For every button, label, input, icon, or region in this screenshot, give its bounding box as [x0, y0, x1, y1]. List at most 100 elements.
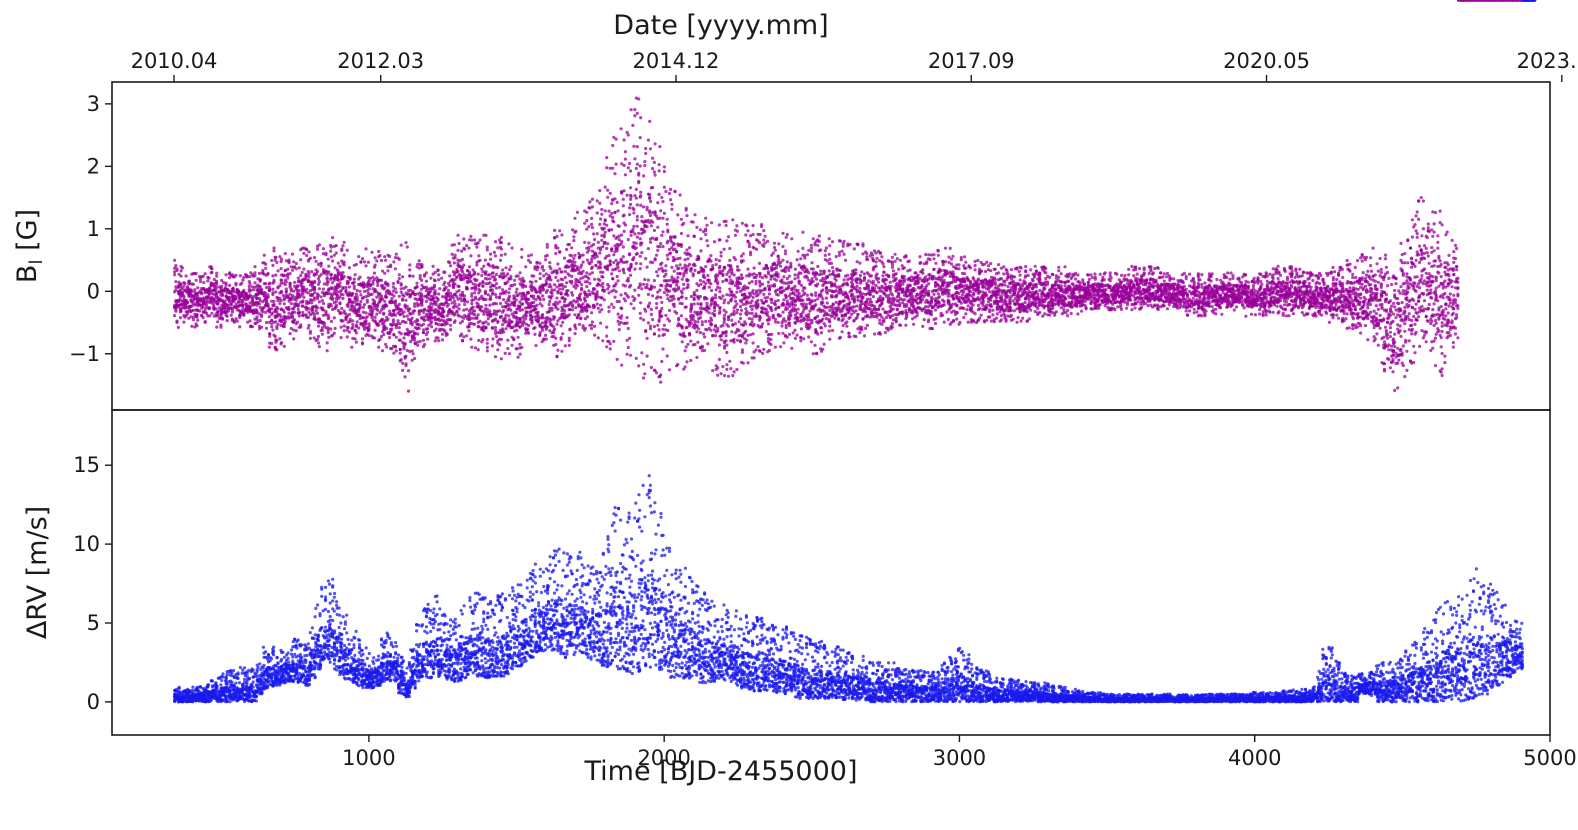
data-point — [725, 363, 728, 366]
data-point — [580, 264, 583, 267]
data-point — [437, 278, 440, 281]
data-point — [313, 296, 316, 299]
data-point — [643, 278, 646, 281]
data-point — [766, 240, 769, 243]
data-point — [690, 267, 693, 270]
data-point — [413, 305, 416, 308]
data-point — [797, 319, 800, 322]
data-point — [711, 267, 714, 270]
data-point — [321, 329, 324, 332]
data-point — [730, 297, 733, 300]
data-point — [636, 236, 639, 239]
data-point — [436, 269, 439, 272]
data-point — [658, 328, 661, 331]
data-point — [539, 298, 542, 301]
data-point — [701, 346, 704, 349]
data-point — [607, 285, 610, 288]
data-point — [530, 281, 533, 284]
data-point — [661, 347, 664, 350]
data-point — [664, 314, 667, 317]
data-point — [620, 233, 623, 236]
data-point — [265, 286, 268, 289]
data-point — [761, 276, 764, 279]
data-point — [640, 351, 643, 354]
data-point — [784, 252, 787, 255]
data-point — [479, 259, 482, 262]
data-point — [493, 251, 496, 254]
data-point — [668, 289, 671, 292]
data-point — [734, 296, 737, 299]
data-point — [219, 326, 222, 329]
data-point — [225, 284, 228, 287]
data-point — [544, 258, 547, 261]
data-point — [333, 316, 336, 319]
data-point — [728, 360, 731, 363]
data-point — [636, 252, 639, 255]
data-point — [810, 261, 813, 264]
data-point — [801, 247, 804, 250]
data-point — [609, 347, 612, 350]
data-point — [769, 338, 772, 341]
data-point — [649, 214, 652, 217]
data-point — [780, 286, 783, 289]
data-point — [734, 234, 737, 237]
data-point — [473, 238, 476, 241]
data-point — [761, 322, 764, 325]
data-point — [385, 345, 388, 348]
data-point — [630, 263, 633, 266]
data-point — [307, 272, 310, 275]
data-point — [280, 267, 283, 270]
data-point — [660, 360, 663, 363]
data-point — [524, 265, 527, 268]
data-point — [636, 218, 639, 221]
data-point — [368, 334, 371, 337]
data-point — [275, 348, 278, 351]
data-point — [591, 226, 594, 229]
data-point — [725, 279, 728, 282]
data-point — [615, 259, 618, 262]
data-point — [386, 318, 389, 321]
data-point — [301, 282, 304, 285]
data-point — [499, 259, 502, 262]
data-point — [500, 315, 503, 318]
data-point — [374, 329, 377, 332]
data-point — [624, 158, 627, 161]
data-point — [508, 295, 511, 298]
data-point — [347, 305, 350, 308]
data-point — [787, 285, 790, 288]
data-point — [682, 332, 685, 335]
data-point — [546, 325, 549, 328]
data-point — [461, 320, 464, 323]
data-point — [633, 108, 636, 111]
data-point — [800, 327, 803, 330]
data-point — [302, 286, 305, 289]
data-point — [425, 271, 428, 274]
data-point — [812, 308, 815, 311]
data-point — [736, 265, 739, 268]
data-point — [477, 313, 480, 316]
data-point — [727, 325, 730, 328]
data-point — [481, 338, 484, 341]
data-point — [605, 156, 608, 159]
data-point — [578, 323, 581, 326]
data-point — [690, 295, 693, 298]
data-point — [699, 304, 702, 307]
data-point — [797, 308, 800, 311]
data-point — [670, 266, 673, 269]
data-point — [798, 292, 801, 295]
data-point — [305, 248, 308, 251]
data-point — [271, 288, 274, 291]
data-point — [210, 271, 213, 274]
data-point — [366, 299, 369, 302]
data-point — [225, 273, 228, 276]
data-point — [330, 320, 333, 323]
data-point — [648, 120, 651, 123]
data-point — [353, 278, 356, 281]
data-point — [703, 349, 706, 352]
data-point — [767, 281, 770, 284]
data-point — [206, 279, 209, 282]
data-point — [368, 325, 371, 328]
data-point — [603, 227, 606, 230]
data-point — [666, 223, 669, 226]
data-point — [320, 273, 323, 276]
